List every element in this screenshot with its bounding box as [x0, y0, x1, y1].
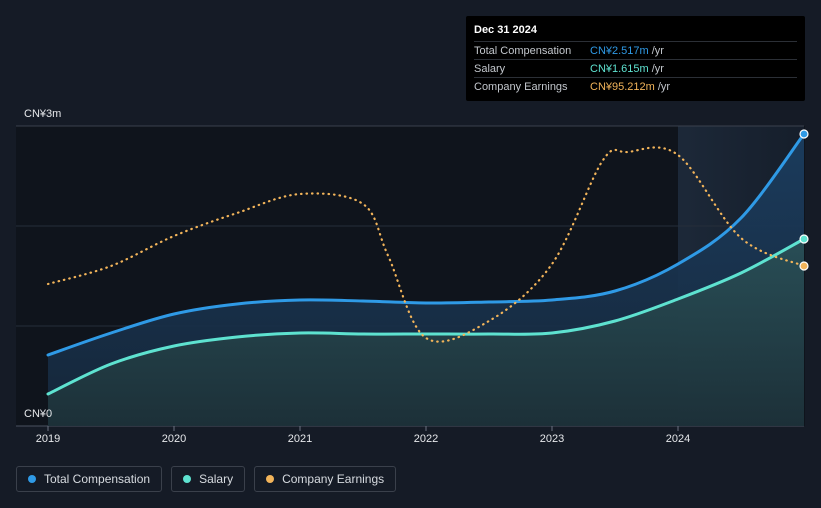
tooltip-value: CN¥2.517m	[590, 44, 649, 57]
tooltip-value: CN¥1.615m	[590, 62, 649, 75]
total-compensation-line	[46, 132, 806, 357]
data-tooltip: Dec 31 2024 Total Compensation CN¥2.517m…	[466, 16, 805, 101]
legend-item-total-compensation[interactable]: Total Compensation	[16, 466, 163, 492]
company-earnings-endpoint	[799, 261, 809, 271]
x-tick-label: 2023	[540, 433, 564, 445]
tooltip-label: Total Compensation	[474, 44, 572, 57]
tooltip-unit: /yr	[651, 62, 664, 75]
tooltip-row-company-earnings: Company Earnings CN¥95.212m /yr	[474, 77, 797, 95]
legend-label: Company Earnings	[282, 472, 385, 486]
legend-item-company-earnings[interactable]: Company Earnings	[254, 466, 397, 492]
legend-label: Salary	[199, 472, 234, 486]
tooltip-row-salary: Salary CN¥1.615m /yr	[474, 59, 797, 77]
x-tick-label: 2021	[288, 433, 312, 445]
legend-dot-icon	[183, 475, 192, 483]
company-earnings-line	[46, 146, 806, 343]
legend-dot-icon	[28, 475, 36, 483]
salary-area	[48, 239, 804, 426]
x-tick-label: 2019	[36, 433, 60, 445]
x-tick-label: 2022	[414, 433, 438, 445]
y-tick-label-max: CN¥3m	[24, 108, 62, 120]
tooltip-unit: /yr	[651, 44, 664, 57]
legend-dot-icon	[266, 475, 275, 483]
chart-legend: Total Compensation Salary Company Earnin…	[16, 466, 397, 492]
tooltip-unit: /yr	[657, 80, 671, 93]
x-tick-label: 2020	[162, 433, 186, 445]
y-tick-label-min: CN¥0	[24, 408, 53, 420]
tooltip-value: CN¥95.212m	[590, 80, 655, 93]
area-fills	[48, 134, 804, 426]
tooltip-date: Dec 31 2024	[474, 24, 537, 36]
total-compensation-endpoint	[799, 129, 809, 139]
x-tick-label: 2024	[666, 433, 690, 445]
salary-endpoint	[799, 234, 809, 244]
tooltip-label: Salary	[474, 62, 506, 75]
x-axis-ticks: 2019 2020 2021 2022 2023 2024	[36, 426, 690, 445]
legend-label: Total Compensation	[44, 472, 151, 486]
tooltip-label: Company Earnings	[474, 80, 568, 93]
salary-line	[46, 237, 806, 396]
legend-item-salary[interactable]: Salary	[171, 466, 246, 492]
tooltip-row-total-compensation: Total Compensation CN¥2.517m /yr	[474, 41, 797, 59]
series-lines	[46, 129, 809, 396]
